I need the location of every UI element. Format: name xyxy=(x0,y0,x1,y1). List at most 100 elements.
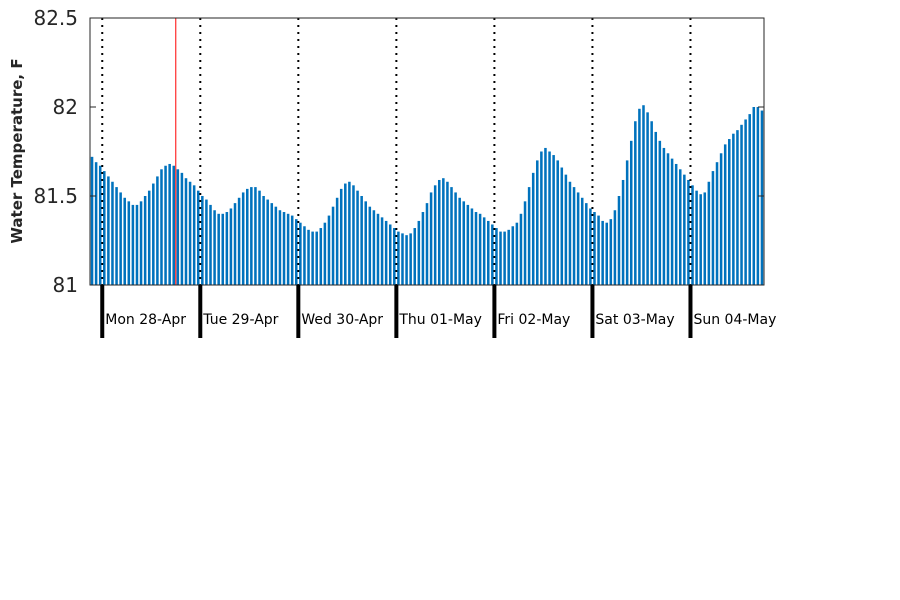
day-label: Thu 01-May xyxy=(398,312,482,328)
temperature-bar xyxy=(433,185,437,285)
temperature-bar xyxy=(695,190,698,285)
day-label: Mon 28-Apr xyxy=(105,312,186,328)
temperature-bar xyxy=(507,229,510,285)
temperature-bar xyxy=(625,160,629,285)
temperature-bar xyxy=(666,153,670,285)
temperature-bar xyxy=(368,206,372,285)
temperature-bar xyxy=(168,163,171,285)
temperature-bar xyxy=(176,169,180,285)
temperature-bar xyxy=(303,226,306,285)
temperature-bar xyxy=(605,222,608,285)
day-tick-marks xyxy=(100,285,693,338)
temperature-bar xyxy=(421,212,425,285)
temperature-bar xyxy=(311,231,314,285)
temperature-bar xyxy=(707,181,711,285)
temperature-bar xyxy=(638,108,641,285)
temperature-bar xyxy=(487,220,490,285)
temperature-bar xyxy=(458,197,461,285)
temperature-bar xyxy=(527,187,531,285)
temperature-bar xyxy=(258,190,261,285)
temperature-bar xyxy=(548,151,551,285)
day-label: Fri 02-May xyxy=(497,312,570,328)
temperature-bar xyxy=(315,231,318,285)
temperature-bar xyxy=(319,228,323,285)
temperature-bar xyxy=(217,213,220,285)
temperature-bar xyxy=(670,158,674,285)
temperature-bar xyxy=(658,140,662,285)
temperature-bar xyxy=(760,110,764,285)
temperature-bar xyxy=(405,235,408,285)
temperature-bar xyxy=(634,121,637,286)
temperature-bar xyxy=(629,140,633,285)
temperature-bar xyxy=(491,224,494,285)
temperature-bar xyxy=(352,185,355,285)
temperature-bar xyxy=(576,192,580,285)
temperature-bar xyxy=(188,181,192,285)
temperature-bar xyxy=(290,215,294,285)
temperature-bar xyxy=(372,210,376,285)
day-boundary-lines xyxy=(101,18,692,285)
temperature-bar xyxy=(662,147,666,285)
temperature-bar xyxy=(213,210,216,285)
temperature-bar xyxy=(278,210,282,285)
temperature-bar xyxy=(172,165,175,285)
temperature-bar xyxy=(687,179,690,285)
temperature-bar xyxy=(601,220,604,285)
temperature-bar xyxy=(572,187,576,285)
temperature-bar xyxy=(152,183,155,285)
temperature-bar xyxy=(413,228,417,285)
temperature-bar xyxy=(552,155,555,285)
temperature-bar xyxy=(107,176,110,285)
temperature-bar xyxy=(703,192,707,285)
temperature-bar xyxy=(307,229,310,285)
temperature-bar xyxy=(339,188,343,285)
day-labels: Mon 28-Apr Tue 29-Apr Wed 30-Apr Thu 01-May… xyxy=(105,312,776,328)
temperature-bar xyxy=(282,212,286,285)
temperature-bar xyxy=(274,206,278,285)
temperature-bar xyxy=(266,199,269,285)
temperature-bar xyxy=(192,185,196,285)
temperature-bar xyxy=(180,172,184,285)
day-label: Tue 29-Apr xyxy=(202,312,278,328)
temperature-bar xyxy=(429,192,433,285)
temperature-bar xyxy=(388,224,392,285)
temperature-bar xyxy=(515,222,519,285)
temperature-bar xyxy=(495,228,498,285)
temperature-bar xyxy=(241,192,245,285)
temperature-bar xyxy=(732,133,735,285)
temperature-bar xyxy=(205,199,208,285)
temperature-bar xyxy=(196,190,200,285)
temperature-bar xyxy=(683,174,686,285)
temperature-bar xyxy=(246,188,249,285)
temperature-bar xyxy=(654,131,658,285)
temperature-bar xyxy=(437,179,441,285)
temperature-bar xyxy=(564,174,568,285)
temperature-bar xyxy=(499,231,502,285)
temperature-bar xyxy=(756,107,760,285)
temperature-bar xyxy=(478,213,482,285)
temperature-bar xyxy=(111,181,114,285)
temperature-bar xyxy=(589,208,592,285)
temperature-bar xyxy=(728,139,731,285)
temperature-bar xyxy=(156,176,159,285)
temperature-bar xyxy=(531,172,535,285)
temperature-bar xyxy=(364,201,367,285)
temperature-bar xyxy=(250,187,253,285)
temperature-bar xyxy=(131,204,135,285)
temperature-bar xyxy=(556,160,559,285)
temperature-bar xyxy=(650,121,653,286)
temperature-bar xyxy=(160,169,163,285)
temperature-bar xyxy=(748,114,751,286)
temperature-bar xyxy=(409,233,412,285)
temperature-bar xyxy=(723,144,727,285)
y-axis-label: Water Temperature, F xyxy=(8,58,26,243)
temperature-bar xyxy=(503,231,506,285)
temperature-bar xyxy=(286,213,290,285)
y-axis-ticks: 81 81.5 82 82.5 xyxy=(33,6,764,297)
y-tick-label: 82.5 xyxy=(33,6,78,30)
temperature-bar xyxy=(201,196,204,285)
y-tick-label: 81.5 xyxy=(33,184,78,208)
temperature-bar xyxy=(740,124,743,285)
bars-group xyxy=(90,105,764,286)
